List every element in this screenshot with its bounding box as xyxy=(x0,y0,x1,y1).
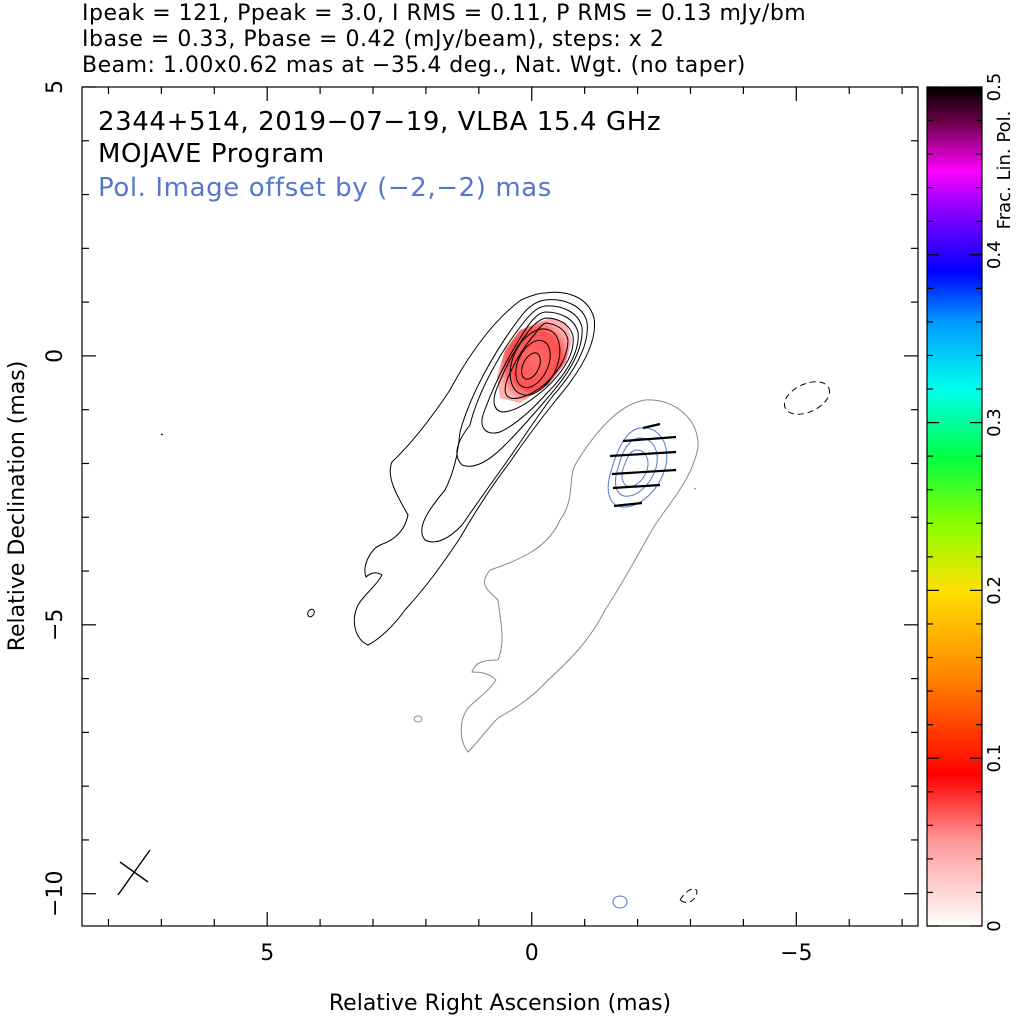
pol-intensity-contours-outer xyxy=(413,399,699,753)
pol-contour xyxy=(460,399,699,753)
negative-contour xyxy=(679,888,698,903)
pol-dot xyxy=(693,487,697,490)
stokes-i-contour xyxy=(456,305,583,467)
evpa-vector xyxy=(622,435,677,443)
header-base-line: Ibase = 0.33, Pbase = 0.42 (mJy/beam), s… xyxy=(82,27,665,52)
evpa-vector xyxy=(613,501,643,508)
colorbar-gradient xyxy=(927,87,982,926)
pol-fraction-core xyxy=(497,318,572,403)
colorbar-tick-label: 0.5 xyxy=(984,73,1005,102)
evpa-vector xyxy=(609,450,677,458)
stokes-i-contour xyxy=(481,311,579,434)
evpa-vector xyxy=(611,468,677,476)
pol-fraction-map xyxy=(497,318,572,403)
y-tick-label: −5 xyxy=(43,609,68,641)
colorbar-tick-label: 0.1 xyxy=(984,744,1005,773)
header-beam-line: Beam: 1.00x0.62 mas at −35.4 deg., Nat. … xyxy=(82,53,746,78)
stokes-i-contour xyxy=(515,339,551,389)
colorbar-label: Frac. Lin. Pol. xyxy=(994,111,1015,230)
y-tick-label: −10 xyxy=(43,871,68,917)
beam-minor-axis xyxy=(119,861,149,883)
pol-contour xyxy=(607,427,668,508)
x-axis-label: Relative Right Ascension (mas) xyxy=(329,991,671,1016)
y-tick-label: 0 xyxy=(43,349,68,363)
stokes-i-contour xyxy=(504,322,569,399)
stokes-i-contour xyxy=(521,352,541,380)
stokes-i-contour xyxy=(493,317,574,413)
pol-contour xyxy=(621,449,649,487)
colorbar-ticks: 0 0.1 0.2 0.3 0.4 0.5 xyxy=(927,73,1005,932)
colorbar-tick-label: 0.4 xyxy=(984,240,1005,269)
evpa-vector xyxy=(642,422,661,430)
plot-frame xyxy=(81,86,919,927)
stokes-i-contours xyxy=(160,291,596,646)
y-axis-label: Relative Declination (mas) xyxy=(5,361,30,652)
pol-contour xyxy=(612,895,628,909)
program-label: MOJAVE Program xyxy=(98,139,325,169)
pol-contour xyxy=(413,715,423,723)
stokes-i-contour xyxy=(509,328,561,396)
negative-contour xyxy=(783,381,831,415)
source-title: 2344+514, 2019−07−19, VLBA 15.4 GHz xyxy=(98,107,661,137)
axis-ticks xyxy=(82,86,918,926)
pol-offset-note: Pol. Image offset by (−2,−2) mas xyxy=(98,173,552,203)
x-tick-label: 0 xyxy=(525,941,539,966)
stokes-i-contour xyxy=(421,299,588,543)
x-tick-label: −5 xyxy=(780,941,812,966)
y-tick-label: 5 xyxy=(43,80,68,94)
colorbar-tick-label: 0.2 xyxy=(984,576,1005,605)
beam-marker xyxy=(117,849,151,896)
header-stats-line: Ipeak = 121, Ppeak = 3.0, I RMS = 0.11, … xyxy=(82,1,807,26)
evpa-vectors xyxy=(609,422,677,508)
evpa-vector xyxy=(612,483,661,490)
stokes-i-contour xyxy=(307,608,315,618)
colorbar-frame xyxy=(926,86,983,927)
stokes-i-contour xyxy=(353,291,596,646)
colorbar-tick-label: 0.3 xyxy=(984,408,1005,437)
x-tick-label: 5 xyxy=(260,941,274,966)
stokes-i-dot xyxy=(160,433,164,436)
colorbar-tick-label: 0 xyxy=(984,920,1005,931)
axis-tick-labels: 5 0 −5 5 0 −5 −10 xyxy=(43,80,813,966)
negative-contours xyxy=(679,381,831,903)
